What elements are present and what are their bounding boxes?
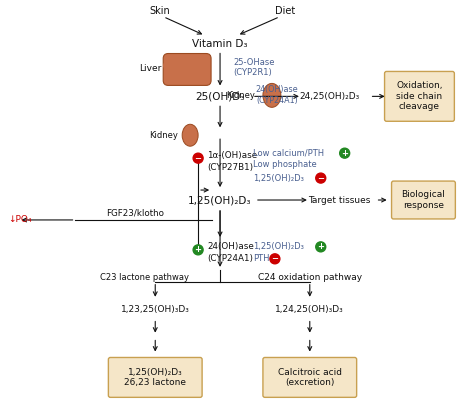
FancyBboxPatch shape [263,357,356,397]
FancyBboxPatch shape [163,54,211,85]
Circle shape [193,153,203,163]
Circle shape [270,254,280,264]
Text: Target tissues: Target tissues [309,196,371,204]
Text: 25-OHase: 25-OHase [233,58,274,67]
Text: ↓PO₄: ↓PO₄ [9,216,32,225]
Circle shape [316,173,326,183]
Text: 1,25(OH)₂D₃: 1,25(OH)₂D₃ [253,243,304,252]
Text: (CYP27B1): (CYP27B1) [207,163,253,172]
Text: (CYP2R1): (CYP2R1) [233,68,272,77]
Text: Oxidation,
side chain
cleavage: Oxidation, side chain cleavage [396,81,443,111]
Text: Vitamin D₃: Vitamin D₃ [192,38,248,49]
Text: 24(OH)ase: 24(OH)ase [207,243,254,252]
Text: C24 oxidation pathway: C24 oxidation pathway [258,273,362,282]
Text: Biological
response: Biological response [401,190,446,210]
Text: FGF23/klotho: FGF23/klotho [106,209,164,218]
Text: 1,25(OH)₂D₃: 1,25(OH)₂D₃ [188,195,252,205]
Text: Low phosphate: Low phosphate [253,160,317,169]
Text: (CYP24A1): (CYP24A1) [207,254,253,263]
Text: C23 lactone pathway: C23 lactone pathway [100,273,190,282]
Text: Diet: Diet [275,6,295,16]
Text: +: + [195,245,201,254]
Circle shape [340,148,350,158]
Text: 1,25(OH)₂D₃
26,23 lactone: 1,25(OH)₂D₃ 26,23 lactone [124,368,186,387]
Text: −: − [272,254,278,263]
Text: (CYP24A1): (CYP24A1) [256,96,298,105]
FancyBboxPatch shape [384,72,455,121]
Ellipse shape [182,124,198,146]
Text: 1,24,25(OH)₃D₃: 1,24,25(OH)₃D₃ [275,305,344,314]
FancyBboxPatch shape [392,181,456,219]
Text: Low calcium/PTH: Low calcium/PTH [253,149,324,158]
Text: 1,23,25(OH)₃D₃: 1,23,25(OH)₃D₃ [121,305,190,314]
Text: −: − [195,154,201,163]
Text: PTH: PTH [253,254,269,263]
Text: 1,25(OH)₂D₃: 1,25(OH)₂D₃ [253,173,304,182]
Circle shape [193,245,203,255]
Ellipse shape [263,83,281,107]
Ellipse shape [163,58,181,72]
Text: Skin: Skin [150,6,171,16]
Text: Liver: Liver [139,64,162,73]
Text: Kidney: Kidney [149,131,178,140]
Text: +: + [317,243,324,252]
Text: −: − [317,173,324,182]
Text: +: + [341,149,348,158]
Text: 25(OH)D₃: 25(OH)D₃ [195,91,245,101]
Text: 24,25(OH)₂D₃: 24,25(OH)₂D₃ [300,92,360,101]
FancyBboxPatch shape [109,357,202,397]
Text: Calcitroic acid
(excretion): Calcitroic acid (excretion) [278,368,342,387]
Text: 24(OH)ase: 24(OH)ase [255,85,298,94]
Circle shape [316,242,326,252]
Text: 1α-(OH)ase: 1α-(OH)ase [207,151,257,160]
Text: Kidney: Kidney [226,91,255,100]
